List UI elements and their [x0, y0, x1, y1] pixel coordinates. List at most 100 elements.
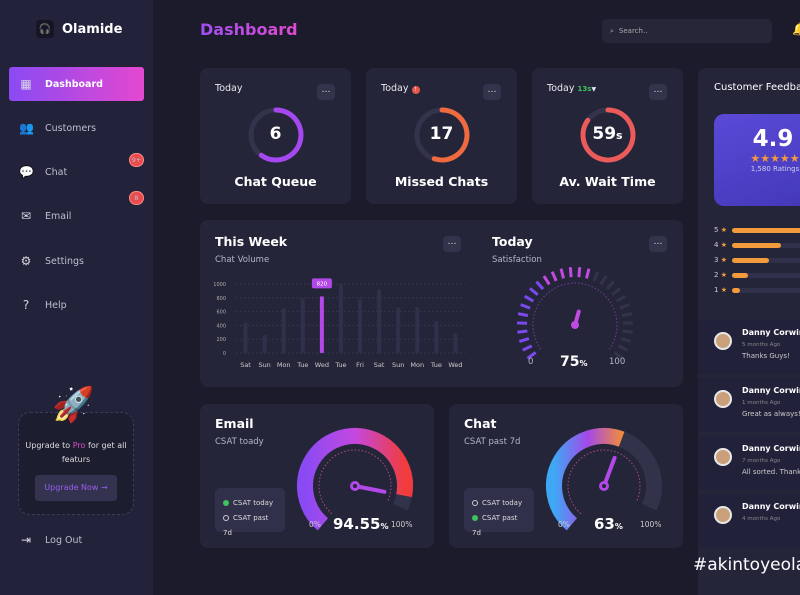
v: 75	[560, 354, 580, 370]
sidebar-item-settings[interactable]: ⚙ Settings	[9, 244, 144, 278]
gauge-segment	[559, 268, 565, 279]
logout-icon: ⇥	[20, 533, 32, 547]
legend-label: CSAT today	[482, 499, 523, 507]
x-tick-label: Sat	[374, 361, 385, 369]
card-subtitle: CSAT past 7d	[464, 437, 521, 447]
upgrade-now-button[interactable]: Upgrade Now →	[35, 475, 117, 501]
satisfaction-gauge	[516, 267, 634, 360]
legend-item[interactable]: CSAT today	[223, 496, 277, 511]
alert-icon: !	[411, 86, 420, 94]
gauge-segment	[529, 287, 539, 296]
more-button[interactable]: …	[649, 84, 667, 100]
legend-dot	[472, 500, 478, 506]
week-more-button[interactable]: …	[443, 236, 461, 252]
more-button[interactable]: …	[317, 84, 335, 100]
bell-icon[interactable]: 🔔	[792, 22, 800, 36]
rating-fill	[732, 228, 800, 233]
gauge-segment	[523, 294, 535, 303]
week-title: This Week	[215, 234, 288, 249]
x-tick-label: Fri	[356, 361, 364, 369]
star-level: 2	[714, 271, 719, 279]
gauge-needle	[602, 455, 617, 488]
avatar	[714, 332, 732, 350]
sidebar-item-chat[interactable]: 💬 Chat 9+	[9, 153, 144, 189]
needle-hub	[571, 321, 579, 329]
gauge-segment	[599, 275, 608, 286]
sidebar-item-email[interactable]: ✉ Email 8	[9, 191, 144, 233]
v: 17	[429, 124, 454, 144]
needle-hub-center	[353, 484, 357, 488]
x-tick-label: Tue	[430, 361, 442, 369]
star-level: 5	[714, 226, 719, 234]
review-item[interactable]: Danny Corwin 5 months Ago Thanks Guys!	[698, 320, 800, 374]
review-item[interactable]: Danny Corwin 7 months Ago All sorted. Than…	[698, 436, 800, 490]
dashboard-icon: ▦	[20, 77, 32, 91]
review-text: All sorted. Thanks	[742, 468, 800, 476]
y-tick-label: 1000	[213, 282, 226, 288]
email-gauge	[297, 428, 413, 531]
gauge-segment	[605, 280, 615, 291]
page-title: Dashboard	[200, 20, 298, 39]
gauge-segment	[585, 268, 591, 279]
more-button[interactable]: …	[483, 84, 501, 100]
gauge-segment	[611, 287, 621, 296]
rating-bar-row: 3 ★	[714, 256, 800, 266]
star-level: 4	[714, 241, 719, 249]
gauge-segment	[592, 271, 600, 282]
ratings-count: 1,580 Ratings	[750, 165, 800, 173]
satisfaction-more-button[interactable]: …	[649, 236, 667, 252]
upgrade-card: Upgrade to Pro for get all featurs Upgra…	[18, 412, 134, 515]
y-tick-label: 0	[223, 351, 226, 357]
chat-volume-chart: 0 200 400 600 800 1000 Sat Sun Mon Tue Wed 820 Tue Fr…	[213, 278, 465, 369]
legend-item[interactable]: CSAT today	[472, 496, 526, 511]
gear-icon: ⚙	[20, 254, 32, 268]
label: Upgrade Now	[44, 483, 99, 492]
v: 6	[269, 124, 282, 144]
legend-label: CSAT past 7d	[472, 514, 518, 537]
search-input[interactable]: ⌕ Search..	[602, 19, 772, 43]
star-icon: ★	[718, 226, 727, 234]
gauge-min: 0%	[309, 520, 321, 529]
rating-score: 4.9	[752, 126, 794, 152]
bar	[434, 321, 439, 353]
pro-label: Pro	[72, 441, 86, 450]
legend-item[interactable]: CSAT past 7d	[223, 511, 277, 541]
gauge-inner-ring	[532, 282, 618, 350]
gauge-max: 100	[609, 357, 626, 367]
mail-icon: ✉	[20, 209, 32, 223]
bar	[262, 335, 267, 353]
sidebar-item-help[interactable]: ? Help	[9, 288, 144, 322]
logout-button[interactable]: ⇥ Log Out	[9, 523, 144, 557]
legend-item[interactable]: CSAT past 7d	[472, 511, 526, 541]
gauge-segment	[615, 294, 627, 303]
chat-csat-card: Chat CSAT past 7d CSAT today CSAT past 7d…	[449, 404, 683, 548]
bar	[243, 322, 248, 353]
gauge-value: 63%	[594, 515, 623, 533]
review-text: Thanks Guys!	[742, 352, 790, 360]
gauge-segment	[568, 267, 573, 278]
reviewer-name: Danny Corwin	[742, 444, 800, 453]
star-icon: ★	[718, 241, 727, 249]
review-item[interactable]: Danny Corwin 4 months Ago	[698, 494, 800, 548]
v: 94.55	[333, 515, 381, 533]
star-level: 3	[714, 256, 719, 264]
progress-ring	[580, 107, 636, 163]
y-tick-label: 200	[216, 337, 226, 343]
progress-ring	[414, 107, 470, 163]
weekly-card: This Week Chat Volume … 0 200 400 600 800 100…	[200, 220, 683, 387]
question-icon: ?	[22, 298, 30, 312]
review-item[interactable]: Danny Corwin 1 months Ago Great as always!	[698, 378, 800, 432]
avatar	[714, 448, 732, 466]
sidebar-item-dashboard[interactable]: ▦ Dashboard	[9, 67, 144, 101]
stat-value: 6	[200, 124, 351, 144]
rating-track	[732, 228, 800, 233]
gauge-segment	[622, 329, 633, 334]
reviewer-name: Danny Corwin	[742, 328, 800, 337]
v: 59	[592, 124, 617, 144]
sidebar-item-customers[interactable]: 👥 Customers	[9, 111, 144, 145]
tooltip	[311, 278, 332, 289]
label: Chat	[45, 166, 68, 178]
bar	[319, 296, 324, 353]
gauge-segment	[535, 280, 545, 291]
x-tick-label: Wed	[315, 361, 329, 369]
